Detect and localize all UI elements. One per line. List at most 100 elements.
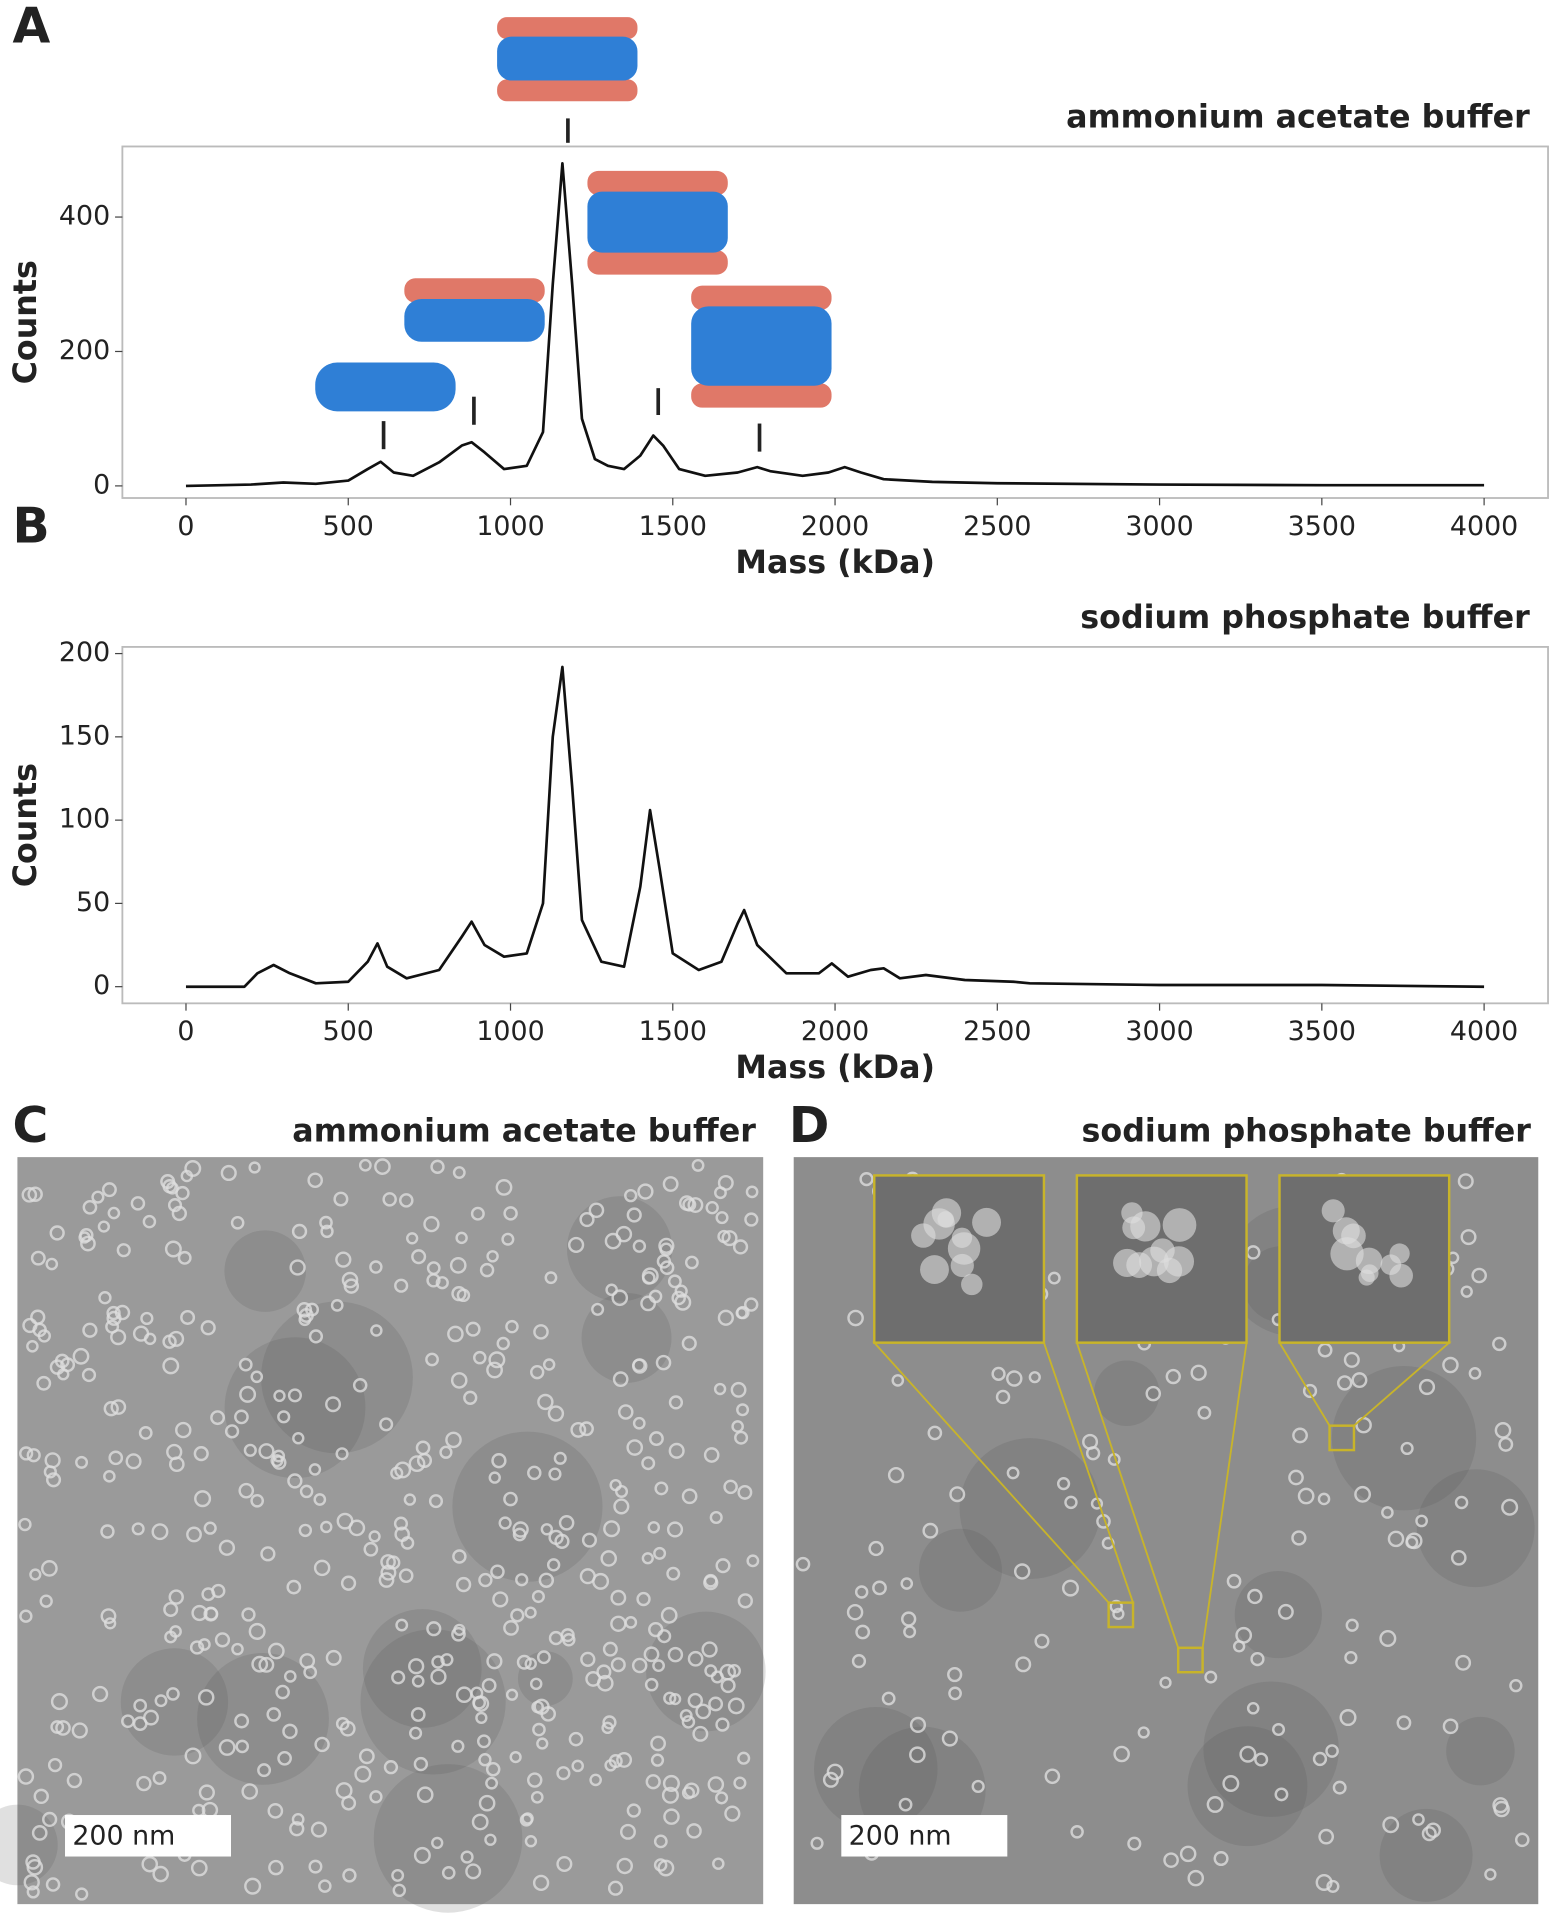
particle (661, 1786, 679, 1804)
particle (496, 1336, 510, 1351)
particle (82, 1199, 98, 1215)
particle (1455, 1654, 1472, 1671)
particle (413, 1846, 431, 1864)
particle (394, 1461, 412, 1479)
particle (847, 1309, 864, 1327)
particle (116, 1243, 131, 1258)
particle (413, 1756, 429, 1772)
particle (1418, 1378, 1436, 1396)
y-tick-label: 400 (59, 201, 110, 232)
stain-patch (360, 1629, 506, 1775)
particle (378, 1572, 395, 1588)
particle (687, 1650, 704, 1667)
particle (624, 1188, 638, 1203)
particle (810, 1836, 824, 1850)
particle (470, 1206, 485, 1221)
particle (314, 1736, 330, 1753)
particle (1127, 1836, 1142, 1851)
particle (308, 1463, 322, 1476)
particle (1250, 1651, 1265, 1667)
particle (631, 1657, 648, 1674)
particle (512, 1527, 527, 1542)
particle (663, 1808, 680, 1825)
particle (632, 1239, 647, 1253)
particle (660, 1606, 678, 1624)
particle (715, 1717, 730, 1732)
stain-patch (1446, 1716, 1515, 1786)
illustration (587, 170, 728, 196)
stain-patch (1093, 1360, 1160, 1427)
protein-illustrations (315, 17, 832, 452)
particle (308, 1859, 323, 1874)
particle (542, 1358, 556, 1371)
particle (733, 1776, 747, 1790)
particle (19, 1609, 33, 1623)
particle (650, 1753, 665, 1767)
particle (1492, 1797, 1509, 1814)
particle (358, 1158, 372, 1172)
particle (238, 1482, 255, 1499)
particle (478, 1753, 492, 1767)
particle (715, 1791, 729, 1805)
particle (650, 1735, 666, 1752)
particle (887, 1466, 905, 1484)
particle (406, 1232, 419, 1245)
particle (1274, 1787, 1289, 1802)
panel-label: D (789, 1097, 830, 1154)
x-tick-label: 3000 (1125, 511, 1193, 542)
y-tick-label: 100 (59, 804, 110, 835)
panel-label: A (13, 0, 51, 54)
particle (547, 1405, 565, 1422)
particle (47, 1757, 63, 1773)
particle (1400, 1441, 1414, 1456)
scale-bar-label: 200 nm (72, 1820, 175, 1851)
micrograph-title: ammonium acetate buffer (292, 1114, 756, 1150)
particle (481, 1678, 497, 1693)
particle (136, 1775, 152, 1792)
particle (1343, 1351, 1360, 1368)
particle (286, 1579, 302, 1595)
particle (495, 1179, 513, 1196)
particle (220, 1164, 237, 1182)
particle (164, 1240, 182, 1258)
particle (80, 1235, 96, 1252)
particle (1163, 1852, 1179, 1868)
particle (580, 1651, 596, 1667)
particle (1292, 1427, 1308, 1444)
particle (383, 1760, 399, 1775)
particle (678, 1195, 695, 1211)
inset-source (1328, 1424, 1356, 1452)
particle (478, 1794, 496, 1812)
particle (533, 1324, 549, 1340)
particle (484, 1833, 497, 1846)
particle (530, 1790, 544, 1804)
particle (152, 1865, 169, 1883)
particle (241, 1783, 259, 1800)
particle (452, 1166, 466, 1179)
data-line (185, 161, 1485, 488)
particle (654, 1481, 669, 1496)
particle (125, 1453, 142, 1470)
particle (1145, 1385, 1162, 1402)
particle (27, 1186, 43, 1202)
particle (515, 1573, 529, 1587)
particle (465, 1863, 482, 1880)
particle (1351, 1372, 1368, 1389)
x-axis-label: Mass (kDa) (735, 1050, 935, 1086)
particle (455, 1231, 468, 1245)
particle (855, 1624, 871, 1640)
particle (97, 1220, 110, 1233)
particle (26, 1448, 41, 1463)
particle (851, 1654, 867, 1669)
particle (211, 1583, 226, 1599)
particle (465, 1321, 481, 1337)
x-tick-label: 1500 (639, 511, 707, 542)
particle (898, 1797, 913, 1812)
particle (1317, 1342, 1333, 1358)
particle (1501, 1498, 1519, 1516)
particle (705, 1200, 719, 1215)
particle (1070, 1825, 1084, 1839)
particle (1064, 1495, 1078, 1510)
particle (941, 1730, 958, 1747)
particle (596, 1674, 614, 1692)
